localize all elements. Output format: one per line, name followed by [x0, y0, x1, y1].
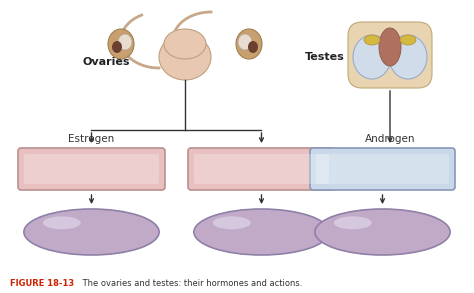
Ellipse shape: [389, 35, 427, 79]
Ellipse shape: [164, 29, 206, 59]
Ellipse shape: [202, 220, 321, 252]
Ellipse shape: [334, 216, 372, 229]
Ellipse shape: [248, 41, 258, 53]
Ellipse shape: [379, 28, 401, 66]
Ellipse shape: [159, 34, 211, 80]
FancyBboxPatch shape: [348, 22, 432, 88]
Text: FIGURE 18-13: FIGURE 18-13: [10, 279, 74, 287]
Text: Testes: Testes: [305, 52, 345, 62]
Text: Ovaries: Ovaries: [82, 57, 130, 67]
Text: Androgen: Androgen: [365, 134, 415, 144]
Ellipse shape: [238, 34, 252, 50]
Ellipse shape: [400, 35, 416, 45]
FancyBboxPatch shape: [18, 148, 165, 190]
Ellipse shape: [364, 35, 380, 45]
FancyBboxPatch shape: [310, 148, 455, 190]
Ellipse shape: [112, 41, 122, 53]
Ellipse shape: [323, 220, 442, 252]
Ellipse shape: [32, 220, 151, 252]
Ellipse shape: [353, 35, 391, 79]
Ellipse shape: [315, 209, 450, 255]
Ellipse shape: [194, 209, 329, 255]
Ellipse shape: [236, 29, 262, 59]
Ellipse shape: [118, 34, 132, 50]
Ellipse shape: [24, 209, 159, 255]
Text: The ovaries and testes: their hormones and actions.: The ovaries and testes: their hormones a…: [80, 279, 302, 287]
FancyBboxPatch shape: [24, 154, 159, 184]
FancyBboxPatch shape: [188, 148, 335, 190]
Ellipse shape: [108, 29, 134, 59]
Ellipse shape: [213, 216, 251, 229]
Ellipse shape: [43, 216, 81, 229]
Text: Estrogen: Estrogen: [68, 134, 115, 144]
FancyBboxPatch shape: [194, 154, 329, 184]
FancyBboxPatch shape: [316, 154, 449, 184]
